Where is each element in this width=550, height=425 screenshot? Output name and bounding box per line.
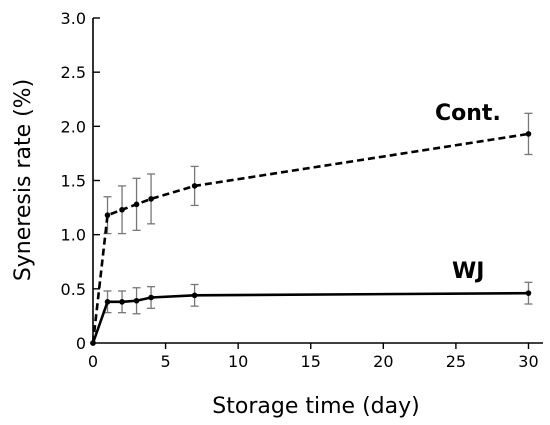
data-point	[525, 131, 532, 137]
data-point	[191, 292, 198, 299]
x-axis-ticks: 0 5 10 15 20 25 30	[88, 343, 539, 371]
x-axis-label: Storage time (day)	[212, 394, 419, 419]
data-point	[90, 340, 96, 346]
x-tick-label: 20	[373, 352, 393, 371]
y-tick-label: 3.0	[61, 9, 86, 28]
series-group	[90, 112, 533, 346]
x-tick-label: 15	[301, 352, 321, 371]
x-tick-label: 5	[160, 352, 170, 371]
data-point	[104, 299, 111, 305]
data-point	[148, 196, 154, 202]
x-tick-label: 30	[518, 352, 538, 371]
data-point	[133, 201, 140, 208]
series-line	[91, 291, 529, 344]
data-point	[148, 294, 154, 301]
y-tick-label: 0.5	[61, 280, 86, 299]
y-tick-label: 2.0	[61, 117, 86, 136]
series-wj	[90, 281, 533, 346]
series-label-cont: Cont.	[435, 101, 501, 126]
data-point	[119, 299, 125, 305]
data-point	[119, 206, 125, 213]
y-tick-label: 0	[76, 334, 86, 353]
x-tick-label: 0	[88, 352, 98, 371]
data-point	[525, 290, 532, 296]
data-point	[104, 212, 111, 218]
series-label-wj: WJ	[452, 259, 484, 284]
y-tick-label: 2.5	[61, 63, 86, 82]
y-axis-label: Syneresis rate (%)	[11, 79, 36, 281]
data-point	[191, 183, 198, 189]
series-cont	[90, 112, 533, 346]
y-axis-ticks: 0 0.5 1.0 1.5 2.0 2.5 3.0	[61, 9, 100, 353]
y-tick-label: 1.5	[61, 172, 86, 191]
series-line	[91, 132, 529, 344]
y-tick-label: 1.0	[61, 226, 86, 245]
x-tick-label: 25	[446, 352, 466, 371]
data-point	[133, 297, 140, 304]
x-tick-label: 10	[228, 352, 248, 371]
